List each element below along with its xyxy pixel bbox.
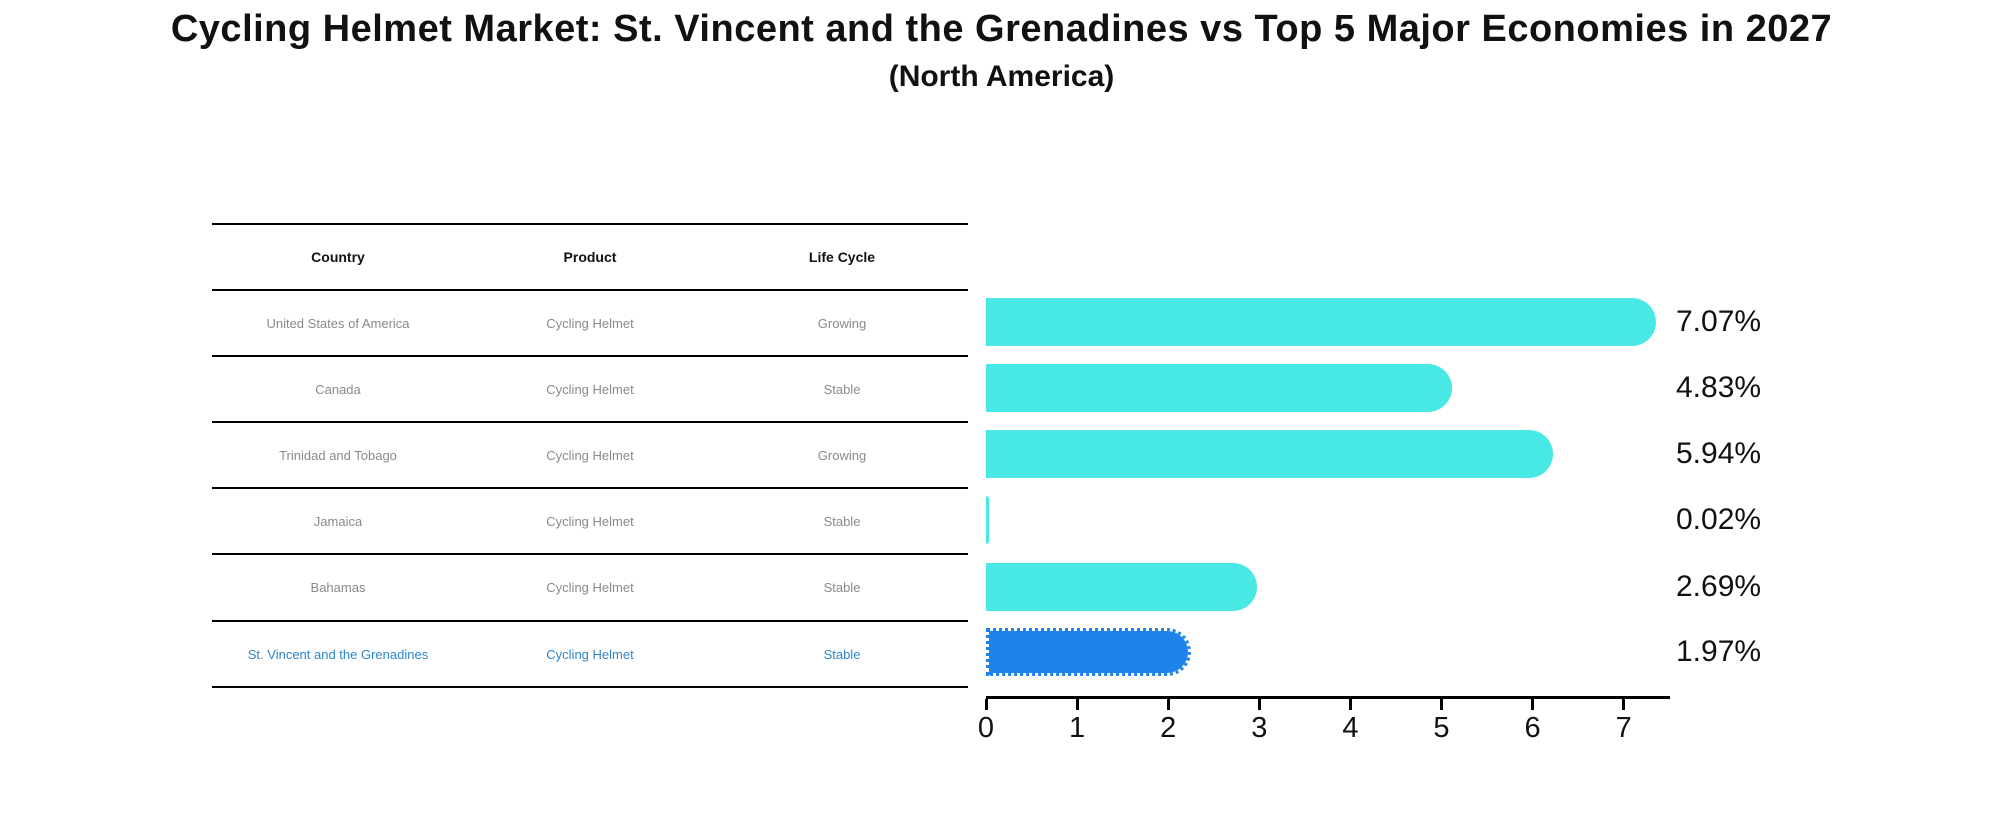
country-cell: St. Vincent and the Grenadines	[247, 646, 429, 662]
x-axis-tick	[1348, 699, 1352, 710]
x-axis-tick-label: 5	[1433, 712, 1450, 744]
chart-subtitle: (North America)	[888, 60, 1115, 93]
table-header-row: Country Product Life Cycle	[212, 225, 968, 289]
table-row-divider	[212, 553, 968, 555]
bar	[986, 364, 1452, 412]
x-axis-tick	[984, 699, 988, 710]
country-cell: Canada	[315, 381, 361, 397]
bar-value-label: 5.94%	[1676, 437, 1762, 470]
x-axis-tick	[1166, 699, 1170, 710]
x-axis-tick-label: 6	[1524, 712, 1541, 744]
x-axis-tick-label: 4	[1342, 712, 1359, 744]
life-cycle-cell: Stable	[823, 646, 861, 662]
column-header-country: Country	[311, 249, 365, 265]
bar	[986, 298, 1657, 346]
x-axis-tick	[1440, 699, 1443, 710]
product-cell: Cycling Helmet	[546, 447, 634, 463]
country-cell: Jamaica	[313, 513, 363, 529]
x-axis-tick-label: 7	[1615, 712, 1632, 744]
bar-value-label: 0.02%	[1676, 503, 1762, 536]
country-cell: Trinidad and Tobago	[279, 447, 397, 463]
x-axis-tick	[1622, 699, 1626, 710]
country-cell: Bahamas	[310, 579, 366, 595]
product-cell: Cycling Helmet	[546, 646, 634, 662]
x-axis-tick	[1531, 699, 1535, 710]
x-axis-tick-label: 2	[1160, 712, 1177, 744]
x-axis-tick-label: 0	[977, 712, 995, 744]
x-axis-tick	[1257, 699, 1261, 710]
product-cell: Cycling Helmet	[546, 381, 634, 397]
table-row: Jamaica Cycling Helmet Stable	[212, 489, 968, 553]
life-cycle-cell: Growing	[817, 447, 867, 463]
x-axis-tick	[1075, 699, 1079, 710]
country-cell: United States of America	[266, 315, 410, 331]
table-border-top	[212, 223, 968, 225]
table-row: Bahamas Cycling Helmet Stable	[212, 555, 968, 619]
x-axis-tick-label: 3	[1251, 712, 1268, 744]
bar-value-label: 1.97%	[1676, 635, 1762, 668]
table-row: United States of America Cycling Helmet …	[212, 291, 968, 355]
bar-value-label: 7.07%	[1676, 305, 1762, 338]
life-cycle-cell: Stable	[823, 513, 861, 529]
table-row-divider	[212, 421, 968, 423]
bar-highlighted	[986, 628, 1192, 676]
bar-value-label: 4.83%	[1676, 371, 1762, 404]
table-row: Trinidad and Tobago Cycling Helmet Growi…	[212, 423, 968, 487]
table-row-divider	[212, 355, 968, 357]
bar	[986, 430, 1554, 478]
table-header-divider	[212, 289, 968, 291]
chart-title: Cycling Helmet Market: St. Vincent and t…	[170, 8, 1833, 50]
life-cycle-cell: Stable	[823, 381, 861, 397]
product-cell: Cycling Helmet	[546, 513, 634, 529]
table-row-divider	[212, 487, 968, 489]
table-row: Canada Cycling Helmet Stable	[212, 357, 968, 421]
column-header-product: Product	[563, 249, 617, 265]
table-border-bottom	[212, 686, 968, 688]
table-row-highlighted: St. Vincent and the Grenadines Cycling H…	[212, 622, 968, 686]
table-row-divider	[212, 620, 968, 622]
bar	[986, 563, 1258, 611]
x-axis-tick-label: 1	[1069, 712, 1086, 744]
bar-value-label: 2.69%	[1676, 570, 1762, 603]
column-header-life-cycle: Life Cycle	[808, 249, 876, 265]
life-cycle-cell: Growing	[817, 315, 867, 331]
bar	[986, 496, 989, 544]
product-cell: Cycling Helmet	[546, 579, 634, 595]
life-cycle-cell: Stable	[823, 579, 861, 595]
product-cell: Cycling Helmet	[546, 315, 634, 331]
x-axis-line	[986, 696, 1670, 699]
